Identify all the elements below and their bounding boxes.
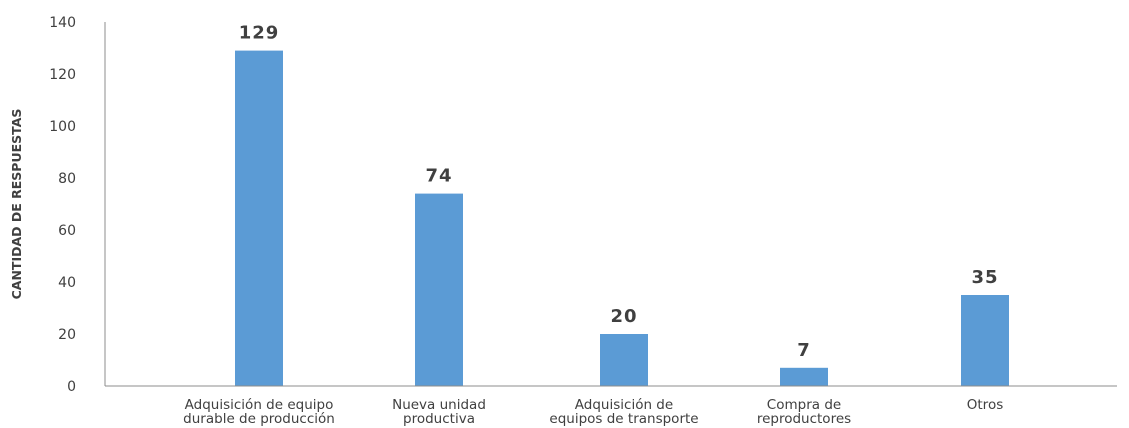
y-tick-label: 20 bbox=[58, 327, 76, 343]
y-axis-title: CANTIDAD DE RESPUESTAS bbox=[9, 109, 24, 300]
bar bbox=[780, 367, 828, 386]
y-axis-title-group: CANTIDAD DE RESPUESTAS bbox=[9, 109, 24, 300]
category-label-line: reproductores bbox=[757, 411, 851, 427]
category-label: Otros bbox=[967, 397, 1003, 413]
category-label-line: equipos de transporte bbox=[549, 411, 698, 427]
bar bbox=[235, 50, 283, 386]
y-tick-label: 0 bbox=[67, 379, 76, 395]
x-axis-category-labels: Adquisición de equipo durable de producci… bbox=[183, 397, 1003, 427]
y-axis-ticks: 0 20 40 60 80 100 120 140 bbox=[49, 15, 76, 395]
data-label: 74 bbox=[425, 166, 452, 187]
category-label-line: durable de producción bbox=[183, 411, 335, 427]
y-tick-label: 60 bbox=[58, 223, 76, 239]
data-label: 20 bbox=[610, 306, 637, 327]
data-label: 129 bbox=[239, 23, 280, 44]
category-label-line: productiva bbox=[403, 411, 475, 427]
category-label-line: Adquisición de equipo bbox=[185, 397, 334, 413]
y-tick-label: 100 bbox=[49, 119, 76, 135]
bars bbox=[235, 50, 1009, 386]
y-tick-label: 120 bbox=[49, 67, 76, 83]
category-label: Adquisición de equipo durable de producci… bbox=[183, 397, 335, 427]
bar bbox=[961, 295, 1009, 386]
data-labels: 129 74 20 7 35 bbox=[239, 23, 998, 361]
category-label-line: Nueva unidad bbox=[392, 397, 486, 413]
category-label: Nueva unidad productiva bbox=[392, 397, 486, 427]
data-label: 35 bbox=[971, 267, 998, 288]
y-tick-label: 40 bbox=[58, 275, 76, 291]
data-label: 7 bbox=[797, 340, 811, 361]
category-label-line: Adquisición de bbox=[575, 397, 673, 413]
y-tick-label: 140 bbox=[49, 15, 76, 31]
bar bbox=[415, 193, 463, 386]
category-label-line: Compra de bbox=[767, 397, 841, 413]
category-label: Compra de reproductores bbox=[757, 397, 851, 427]
category-label-line: Otros bbox=[967, 397, 1003, 413]
category-label: Adquisición de equipos de transporte bbox=[549, 397, 698, 427]
y-tick-label: 80 bbox=[58, 171, 76, 187]
bar bbox=[600, 334, 648, 386]
